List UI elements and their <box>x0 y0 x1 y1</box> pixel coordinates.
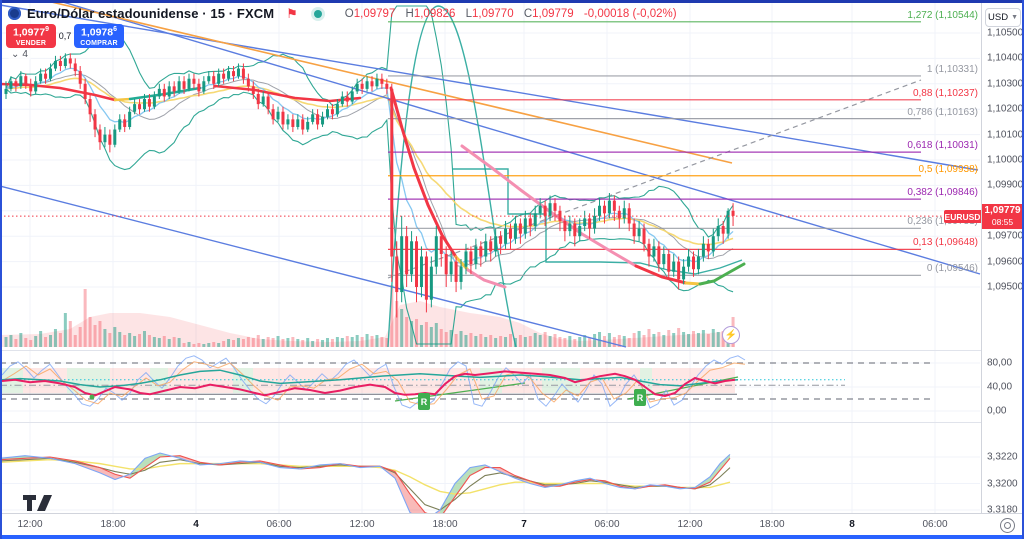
pane2-scale-label: 3,3220 <box>987 451 1018 463</box>
hidden-indicator-count: 4 <box>22 49 28 60</box>
fib-level-label: 0,236 (1,09731) <box>907 216 978 228</box>
symbol-price-tag: EURUSD <box>944 210 981 224</box>
buy-label: COMPRAR <box>80 39 118 47</box>
time-axis-label: 18:00 <box>759 519 785 530</box>
window-border-top <box>0 0 1024 3</box>
close-label: C <box>523 7 533 20</box>
market-status-icon[interactable] <box>313 9 322 18</box>
fib-level-label: 0,618 (1,10031) <box>907 140 978 152</box>
last-price-value: 1,09779 <box>984 205 1021 217</box>
pane1-scale-label: 80,00 <box>987 357 1013 369</box>
fib-level-label: 1,272 (1,10544) <box>907 9 978 21</box>
spread-value: 0,7 <box>58 31 72 41</box>
price-scale-label: 1,10100 <box>987 129 1024 141</box>
price-scale-label: 1,10500 <box>987 27 1024 39</box>
change-value: -0,00018 (-0,02%) <box>583 7 677 20</box>
time-axis[interactable]: 12:00 18:00 4 06:00 12:00 18:00 7 06:00 12:00 18:… <box>0 513 1022 536</box>
window-border-bottom <box>0 535 1024 539</box>
bar-countdown: 08:55 <box>991 217 1014 228</box>
ohlc-readout: O1,09797 H1,09826 L1,09770 C1,09779 -0,0… <box>338 8 677 20</box>
svg-text:R: R <box>637 393 644 403</box>
indicators-collapse-chip[interactable]: ⌄ 4 <box>8 49 31 60</box>
window-border-left <box>0 0 2 539</box>
chart-header: Euro/Dólar estadounidense · 15 · FXCM ⚑ … <box>8 6 677 21</box>
time-axis-label: 18:00 <box>100 519 126 530</box>
low-value: 1,09770 <box>472 7 514 20</box>
currency-selector[interactable]: USD ▼ <box>985 8 1021 27</box>
sell-label: VENDER <box>15 39 47 47</box>
symbol-title[interactable]: Euro/Dólar estadounidense · 15 · FXCM <box>27 6 275 21</box>
buy-button[interactable]: 1,09786 COMPRAR <box>74 24 124 48</box>
time-axis-label: 12:00 <box>677 519 703 530</box>
chevron-down-icon: ▼ <box>1011 14 1018 21</box>
instant-order-lightning-icon[interactable]: ⚡ <box>722 326 740 344</box>
price-scale-label: 1,10000 <box>987 154 1024 166</box>
window-border-right <box>1022 0 1024 539</box>
fib-level-label: 0,786 (1,10163) <box>907 106 978 118</box>
pane2-scale-label: 3,3180 <box>987 504 1018 516</box>
high-value: 1,09826 <box>413 7 456 20</box>
time-axis-label: 06:00 <box>922 519 948 530</box>
price-scale-label: 1,10400 <box>987 52 1024 64</box>
time-axis-label: 8 <box>849 519 855 530</box>
symbol-logo-icon <box>8 7 21 20</box>
price-scale-label: 1,10300 <box>987 78 1024 90</box>
time-axis-label: 4 <box>193 519 199 530</box>
price-scale[interactable]: USD ▼ 1,10500 1,10400 1,10300 1,10200 1,10100… <box>981 3 1024 516</box>
time-axis-label: 06:00 <box>594 519 620 530</box>
time-axis-label: 7 <box>521 519 527 530</box>
order-widget: 1,09779 VENDER 0,7 1,09786 COMPRAR <box>6 24 124 48</box>
time-axis-label: 12:00 <box>17 519 43 530</box>
pane1-scale-label: 40,00 <box>987 381 1013 393</box>
low-label: L <box>465 7 473 20</box>
time-axis-label: 18:00 <box>432 519 458 530</box>
price-scale-label: 1,09600 <box>987 256 1024 268</box>
chevron-down-icon: ⌄ <box>11 49 20 60</box>
fib-level-label: 0,5 (1,09938) <box>918 163 979 175</box>
high-label: H <box>405 7 414 20</box>
price-scale-label: 1,09900 <box>987 179 1024 191</box>
price-scale-label: 1,10200 <box>987 103 1024 115</box>
sell-button[interactable]: 1,09779 VENDER <box>6 24 56 48</box>
pane2-scale-label: 3,3200 <box>987 478 1018 489</box>
flag-icon[interactable]: ⚑ <box>286 6 298 21</box>
clock-icon[interactable] <box>1000 518 1015 533</box>
close-value: 1,09779 <box>532 7 574 20</box>
fib-level-label: 1 (1,10331) <box>926 63 978 75</box>
fib-level-label: 0,13 (1,09648) <box>912 237 978 249</box>
fib-level-label: 0,88 (1,10237) <box>912 87 978 99</box>
price-scale-label: 1,09500 <box>987 281 1024 293</box>
fib-level-label: 0 (1,09546) <box>926 263 978 275</box>
open-label: O <box>344 7 354 20</box>
tradingview-logo[interactable] <box>22 494 58 512</box>
price-scale-label: 1,09700 <box>987 230 1024 242</box>
time-axis-label: 12:00 <box>349 519 375 530</box>
pane1-scale-label: 0,00 <box>987 405 1007 417</box>
time-axis-label: 06:00 <box>266 519 292 530</box>
svg-text:R: R <box>421 397 428 407</box>
open-value: 1,09797 <box>353 7 396 20</box>
fib-level-label: 0,382 (1,09846) <box>907 187 978 199</box>
